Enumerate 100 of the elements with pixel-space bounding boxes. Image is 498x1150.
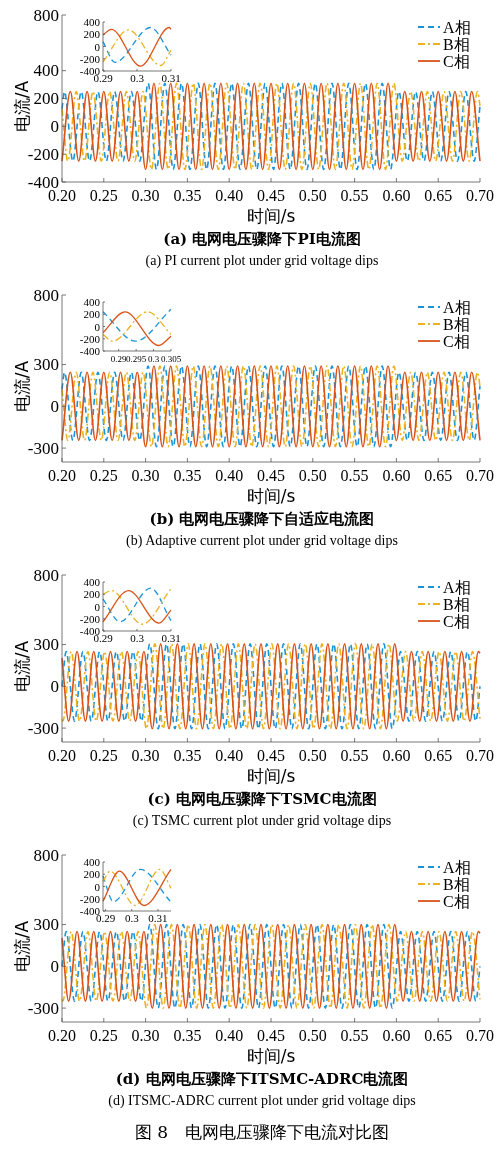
x-tick-label: 0.31 [148, 912, 168, 924]
legend-label: B相 [443, 595, 470, 613]
text: (b) Adaptive current plot under grid voltage dips [126, 533, 398, 549]
text: (c) 电网电压骤降下TSMC电流图 [147, 790, 377, 808]
x-tick-label: 0.20 [48, 1027, 76, 1044]
legend-label: A相 [443, 298, 471, 316]
y-axis-title: 电流/A [12, 920, 32, 973]
x-axis-title: 时间/s [246, 206, 296, 226]
x-tick-label: 0.45 [257, 747, 285, 764]
x-tick-label: 0.55 [340, 187, 369, 204]
x-tick-label: 0.50 [298, 187, 327, 204]
x-tick-label: 0.305 [160, 354, 182, 364]
x-tick-label: 0.295 [126, 354, 147, 364]
x-tick-label: 0.35 [173, 1027, 202, 1044]
text: (a) PI current plot under grid voltage dips [145, 253, 379, 269]
y-tick-label: -300 [27, 998, 59, 1018]
y-tick-label: -200 [79, 52, 101, 65]
x-tick-label: 0.35 [173, 187, 202, 204]
x-tick-label: 0.3 [124, 912, 140, 924]
x-tick-label: 0.30 [131, 187, 160, 204]
x-tick-label: 0.55 [340, 747, 369, 764]
legend-label: C相 [443, 612, 470, 630]
x-tick-label: 0.25 [89, 187, 118, 204]
text: (d) 电网电压骤降下ITSMC-ADRC电流图 [115, 1070, 409, 1088]
y-tick-label: -300 [27, 438, 59, 458]
x-tick-label: 0.70 [466, 467, 494, 484]
y-axis-title: 电流/A [12, 80, 32, 133]
x-tick-label: 0.65 [424, 467, 453, 484]
x-tick-label: 0.60 [382, 1027, 411, 1044]
x-tick-label: 0.30 [131, 747, 160, 764]
x-tick-label: 0.40 [215, 1027, 244, 1044]
line-series [61, 923, 481, 1009]
x-tick-label: 0.45 [257, 467, 285, 484]
x-tick-label: 0.50 [298, 1027, 327, 1044]
x-tick-label: 0.50 [298, 747, 327, 764]
x-tick-label: 0.60 [382, 187, 411, 204]
x-tick-label: 0.45 [257, 1027, 285, 1044]
x-tick-label: 0.50 [298, 467, 327, 484]
y-tick-label: 0 [50, 956, 59, 976]
x-tick-label: 0.65 [424, 747, 453, 764]
line-series [61, 82, 481, 171]
y-tick-label: 0 [50, 396, 59, 416]
x-axis-title: 时间/s [246, 1046, 296, 1066]
x-tick-label: 0.65 [424, 1027, 453, 1044]
x-tick-label: 0.20 [48, 187, 76, 204]
text: (c) TSMC current plot under grid voltage dips [132, 813, 392, 829]
y-tick-label: 800 [33, 845, 59, 865]
x-tick-label: 0.3 [130, 72, 145, 84]
y-tick-label: -200 [79, 892, 101, 905]
x-tick-label: 0.70 [466, 187, 494, 204]
legend-label: B相 [443, 875, 470, 893]
x-tick-label: 0.25 [89, 747, 118, 764]
y-tick-label: -200 [79, 612, 101, 625]
x-tick-label: 0.20 [48, 467, 76, 484]
x-tick-label: 0.30 [131, 467, 160, 484]
x-tick-label: 0.25 [89, 467, 118, 484]
x-tick-label: 0.55 [340, 467, 369, 484]
x-axis-title: 时间/s [246, 766, 296, 786]
y-tick-label: 400 [83, 16, 101, 28]
x-tick-label: 0.55 [340, 1027, 369, 1044]
legend-label: C相 [443, 332, 470, 350]
x-tick-label: 0.35 [173, 467, 202, 484]
y-tick-label: 0 [94, 880, 101, 893]
legend-label: C相 [443, 892, 470, 910]
y-tick-label: 200 [33, 89, 59, 108]
y-tick-label: 400 [33, 61, 59, 81]
y-tick-label: 200 [83, 308, 101, 321]
y-axis-title: 电流/A [12, 640, 32, 693]
y-tick-label: 800 [33, 5, 59, 25]
x-tick-label: 0.3 [130, 632, 145, 644]
y-tick-label: 200 [83, 588, 101, 601]
y-tick-label: -200 [79, 332, 101, 345]
x-tick-label: 0.40 [215, 187, 244, 204]
line-series [61, 365, 481, 448]
y-tick-label: 400 [83, 296, 101, 308]
y-tick-label: 200 [83, 28, 101, 41]
y-tick-label: 800 [33, 565, 59, 585]
legend-label: A相 [443, 578, 471, 596]
y-tick-label: 0 [50, 116, 59, 136]
text: (d) ITSMC-ADRC current plot under grid voltage dips [108, 1093, 416, 1109]
y-tick-label: 0 [94, 40, 101, 53]
y-tick-label: 800 [33, 285, 59, 305]
y-tick-label: -200 [27, 144, 59, 164]
x-tick-label: 0.40 [215, 747, 244, 764]
x-tick-label: 0.31 [161, 72, 181, 84]
y-tick-label: 200 [83, 868, 101, 881]
x-tick-label: 0.35 [173, 747, 202, 764]
legend-label: A相 [443, 858, 471, 876]
x-axis-title: 时间/s [246, 486, 296, 506]
text: (b) 电网电压骤降下自适应电流图 [149, 510, 375, 528]
text: (a) 电网电压骤降下PI电流图 [163, 230, 361, 248]
y-tick-label: 0 [50, 676, 59, 696]
x-tick-label: 0.20 [48, 747, 76, 764]
x-tick-label: 0.31 [161, 632, 181, 644]
x-tick-label: 0.70 [466, 747, 494, 764]
y-tick-label: 300 [33, 635, 59, 655]
y-tick-label: 400 [83, 856, 101, 868]
legend-label: B相 [443, 315, 470, 333]
legend-label: B相 [443, 35, 470, 53]
y-tick-label: 300 [33, 355, 59, 375]
